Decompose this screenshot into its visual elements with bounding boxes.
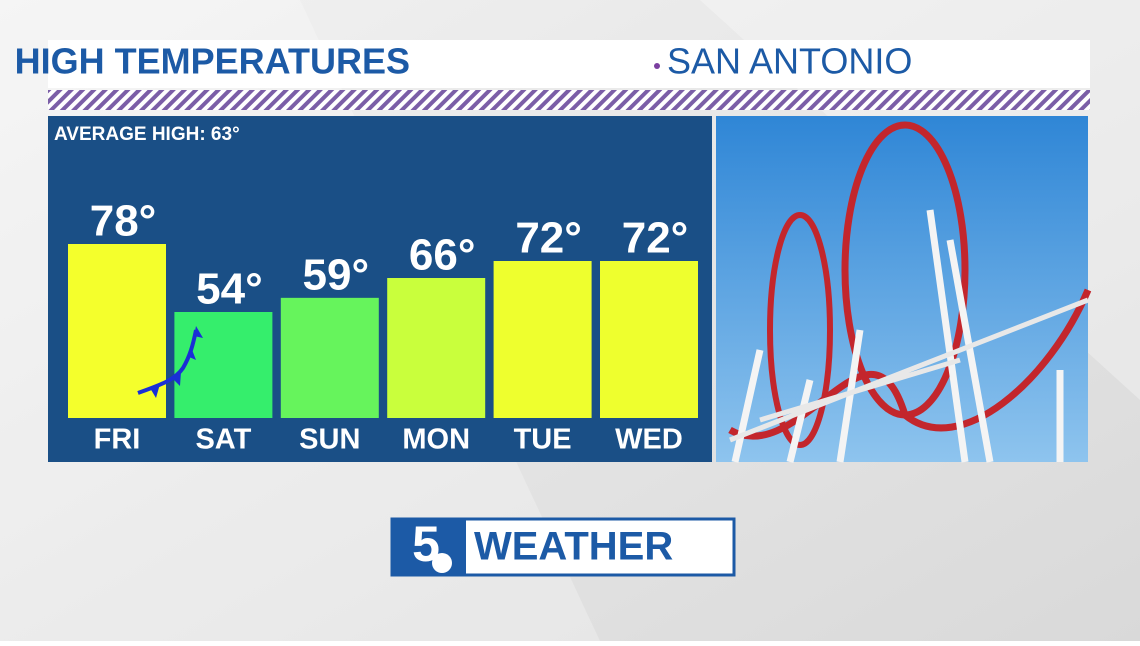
bar bbox=[387, 278, 486, 418]
value-label: 72° bbox=[622, 214, 689, 263]
bar bbox=[174, 312, 273, 418]
bar bbox=[600, 261, 698, 418]
x-tick-label: SAT bbox=[195, 424, 251, 456]
chart-title: HIGH TEMPERATURES bbox=[15, 41, 410, 82]
logo-eye bbox=[432, 553, 452, 573]
x-tick-label: MON bbox=[402, 424, 470, 456]
x-tick-label: FRI bbox=[94, 424, 141, 456]
value-label: 66° bbox=[409, 231, 476, 280]
coaster bbox=[728, 121, 1092, 463]
annotation: AVERAGE HIGH: 63° bbox=[54, 124, 240, 145]
x-tick-label: SUN bbox=[299, 424, 360, 456]
title-bar bbox=[48, 40, 1090, 88]
value-label: 59° bbox=[303, 250, 370, 299]
bars: 78° FRI 54° SAT 59° SUN 66° MON 72° TUE 72° WED bbox=[68, 197, 698, 456]
x-tick-label: WED bbox=[615, 424, 683, 456]
front-triangles bbox=[150, 326, 203, 398]
bar bbox=[280, 297, 379, 418]
value-label: 72° bbox=[515, 214, 582, 263]
logo-text: WEATHER bbox=[474, 525, 673, 569]
value-label: 54° bbox=[196, 265, 263, 314]
value-label: 78° bbox=[90, 197, 157, 246]
bar bbox=[493, 261, 592, 418]
separator-dot bbox=[654, 63, 660, 69]
hatch-stripe bbox=[48, 90, 1090, 110]
bar bbox=[68, 244, 166, 418]
logo-badge bbox=[392, 519, 466, 575]
x-tick-label: TUE bbox=[514, 424, 572, 456]
chart-subtitle: SAN ANTONIO bbox=[667, 41, 912, 82]
